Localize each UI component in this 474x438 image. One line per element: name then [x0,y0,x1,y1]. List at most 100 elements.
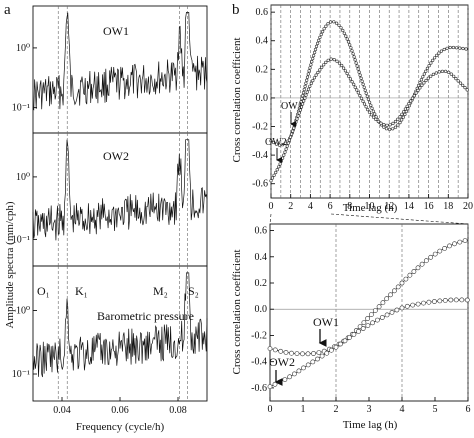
xtick-label: 2 [334,404,339,415]
series-marker [311,56,315,61]
series-marker [382,122,386,127]
series-marker [371,109,375,113]
series-marker [291,129,295,133]
series-marker [462,238,468,243]
panel-b2-xlabel: Time lag (h) [343,419,398,431]
series-marker [431,299,437,304]
series-marker [384,127,389,131]
series-marker [398,120,402,125]
series-marker [456,79,460,83]
series-marker [283,150,287,154]
series-marker [295,117,299,121]
series-marker [448,297,454,303]
series-marker [272,347,278,353]
series-marker [296,368,302,374]
series-marker [452,241,457,247]
series-marker [314,73,318,77]
series-marker [388,127,392,131]
series-marker [305,362,311,368]
series-marker [433,56,437,60]
series-marker [355,88,359,92]
series-marker [324,350,330,356]
series-marker [399,280,405,286]
ytick-label: 0.4 [255,252,268,263]
series-marker [455,46,459,50]
series-marker [305,90,309,94]
series-marker [296,114,300,118]
series-marker [417,83,421,88]
series-marker [374,117,378,121]
series-marker [310,359,316,365]
panel-b1-ylabel: Cross correlation coefficient [231,37,243,162]
series-marker [277,379,283,385]
series-marker [322,27,326,31]
series-marker [361,320,367,325]
series-marker [326,22,330,26]
series-marker [379,315,385,320]
series-marker [356,67,360,71]
series-marker [444,69,448,73]
series-marker [345,71,349,76]
ytick-label: -0.4 [252,150,268,161]
xtick-label: 8 [347,201,352,212]
series-marker [324,60,328,65]
series-marker [368,100,372,104]
series-marker [453,297,459,303]
series-line-1 [269,239,469,355]
ytick-label: -0.2 [251,330,267,341]
spectrum-line [32,12,208,111]
series-marker [419,78,424,82]
series-marker [365,94,369,98]
series-marker [275,168,279,172]
series-marker [410,302,416,308]
series-marker [306,87,311,91]
series-marker [289,350,294,356]
series-marker [317,38,321,43]
series-marker [311,351,316,356]
series-marker [407,272,413,278]
series-marker [301,102,305,106]
series-marker [365,316,370,321]
series-marker [399,305,405,311]
ytick-label: 10⁻¹ [12,234,30,245]
series-marker [346,335,352,340]
series-marker [418,80,422,85]
series-marker [393,119,398,124]
xtick-label: 4 [400,404,405,415]
ytick-label: 0.6 [255,226,268,237]
series-marker [429,61,433,65]
series-marker [356,91,360,95]
series-marker [425,66,430,70]
tide-label-k1: K₁ [75,284,88,298]
series-marker [321,30,325,34]
ytick-label: 10⁻¹ [12,103,30,114]
spectrum-line [32,139,208,241]
series-marker [412,94,416,98]
series-marker [442,297,448,303]
series-marker [305,75,310,79]
series-marker [426,76,430,80]
series-marker [437,70,441,74]
series-marker [357,70,361,74]
series-marker [365,323,371,328]
series-marker [403,107,408,111]
series-marker [384,312,390,318]
series-marker [384,296,390,302]
series-marker [458,81,463,85]
series-marker [306,72,310,76]
arrow-ow2-bottom-label: OW2 [269,355,295,369]
series-marker [312,53,316,58]
series-marker [281,143,285,147]
ytick-label: 0.6 [256,7,269,18]
series-marker [347,74,351,78]
series-marker [333,344,339,350]
series-marker [424,78,428,83]
series-marker [308,66,312,70]
series-marker [428,254,434,260]
series-marker [409,99,413,103]
series-marker [451,45,456,50]
series-marker [278,348,284,354]
xtick-label: 16 [424,201,434,212]
series-marker [352,55,356,59]
series-marker [363,88,367,92]
